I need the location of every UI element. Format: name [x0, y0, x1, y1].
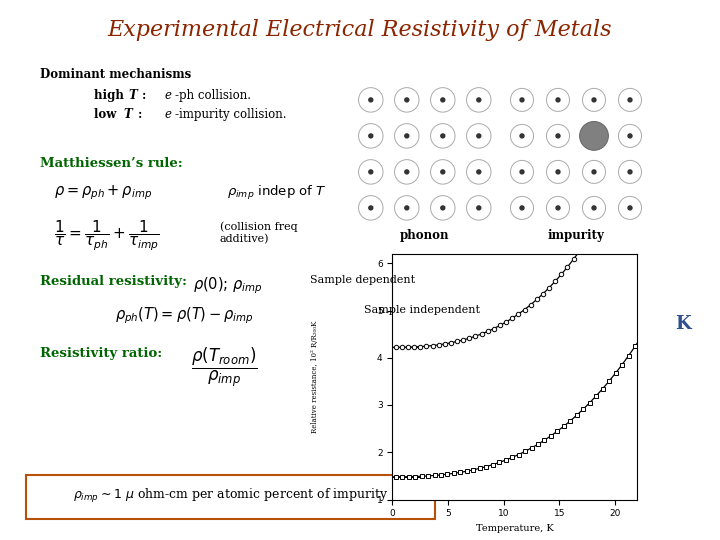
Circle shape: [431, 160, 455, 184]
Circle shape: [441, 170, 445, 174]
Y-axis label: Relative resistance, 10² R/R₂₀₀K: Relative resistance, 10² R/R₂₀₀K: [311, 320, 319, 433]
Text: :: :: [138, 108, 154, 121]
Circle shape: [431, 87, 455, 112]
Circle shape: [520, 170, 524, 174]
Text: T: T: [128, 89, 137, 102]
Circle shape: [618, 160, 642, 184]
Circle shape: [369, 98, 373, 102]
Circle shape: [546, 160, 570, 184]
Circle shape: [618, 124, 642, 147]
Text: low: low: [94, 108, 120, 121]
Circle shape: [477, 206, 481, 210]
Text: e: e: [164, 108, 171, 121]
Circle shape: [405, 98, 409, 102]
Text: :: :: [142, 89, 158, 102]
Circle shape: [405, 134, 409, 138]
Text: high: high: [94, 89, 127, 102]
Circle shape: [628, 98, 632, 102]
Circle shape: [369, 170, 373, 174]
Circle shape: [441, 206, 445, 210]
Circle shape: [369, 134, 373, 138]
Circle shape: [467, 124, 491, 148]
Circle shape: [546, 89, 570, 111]
Text: (collision freq
additive): (collision freq additive): [220, 221, 297, 244]
Text: Experimental Electrical Resistivity of Metals: Experimental Electrical Resistivity of M…: [108, 19, 612, 41]
Circle shape: [618, 197, 642, 219]
Circle shape: [477, 170, 481, 174]
Circle shape: [395, 195, 419, 220]
Circle shape: [628, 134, 632, 138]
Text: e: e: [164, 89, 171, 102]
Circle shape: [510, 89, 534, 111]
Text: $\dfrac{\rho(T_{room})}{\rho_{imp}}$: $\dfrac{\rho(T_{room})}{\rho_{imp}}$: [191, 346, 257, 389]
Circle shape: [582, 197, 606, 219]
Text: phonon: phonon: [400, 228, 449, 242]
Text: $\rho_{ph}(T) = \rho(T) - \rho_{imp}$: $\rho_{ph}(T) = \rho(T) - \rho_{imp}$: [115, 305, 254, 326]
Circle shape: [582, 160, 606, 184]
Text: K: K: [675, 315, 690, 333]
Circle shape: [467, 87, 491, 112]
Text: -ph collision.: -ph collision.: [175, 89, 251, 102]
Circle shape: [477, 134, 481, 138]
Circle shape: [467, 195, 491, 220]
Circle shape: [582, 89, 606, 111]
Circle shape: [628, 206, 632, 210]
Circle shape: [520, 98, 524, 102]
Circle shape: [592, 170, 596, 174]
Text: Residual resistivity:: Residual resistivity:: [40, 275, 186, 288]
Circle shape: [441, 98, 445, 102]
Circle shape: [405, 206, 409, 210]
Circle shape: [520, 206, 524, 210]
Text: $\dfrac{1}{\tau} = \dfrac{1}{\tau_{ph}} + \dfrac{1}{\tau_{imp}}$: $\dfrac{1}{\tau} = \dfrac{1}{\tau_{ph}} …: [54, 219, 160, 253]
Circle shape: [556, 98, 560, 102]
Circle shape: [580, 122, 608, 150]
Circle shape: [369, 206, 373, 210]
Text: $\rho_{imp}$ indep of $T$: $\rho_{imp}$ indep of $T$: [227, 184, 326, 201]
Circle shape: [510, 197, 534, 219]
Text: Sample independent: Sample independent: [364, 305, 480, 315]
Circle shape: [556, 206, 560, 210]
FancyBboxPatch shape: [26, 475, 435, 518]
Circle shape: [628, 170, 632, 174]
Circle shape: [546, 124, 570, 147]
Circle shape: [467, 160, 491, 184]
Text: T: T: [124, 108, 132, 121]
Text: Matthiessen’s rule:: Matthiessen’s rule:: [40, 157, 182, 170]
Circle shape: [359, 195, 383, 220]
Text: -impurity collision.: -impurity collision.: [175, 108, 287, 121]
Circle shape: [510, 160, 534, 184]
Text: Dominant mechanisms: Dominant mechanisms: [40, 68, 191, 80]
Circle shape: [395, 124, 419, 148]
Circle shape: [359, 87, 383, 112]
Text: impurity: impurity: [548, 228, 604, 242]
Circle shape: [520, 134, 524, 138]
Circle shape: [556, 170, 560, 174]
Circle shape: [441, 134, 445, 138]
Text: $\rho = \rho_{ph} + \rho_{imp}$: $\rho = \rho_{ph} + \rho_{imp}$: [54, 184, 152, 202]
Circle shape: [510, 124, 534, 147]
Circle shape: [592, 206, 596, 210]
Circle shape: [618, 89, 642, 111]
Circle shape: [592, 98, 596, 102]
Circle shape: [359, 160, 383, 184]
Circle shape: [556, 134, 560, 138]
Circle shape: [395, 87, 419, 112]
X-axis label: Temperature, K: Temperature, K: [476, 524, 554, 533]
Circle shape: [359, 124, 383, 148]
Circle shape: [395, 160, 419, 184]
Circle shape: [546, 197, 570, 219]
Circle shape: [431, 195, 455, 220]
Text: Resistivity ratio:: Resistivity ratio:: [40, 347, 162, 360]
Text: $\rho_{imp} \sim 1\ \mu$ ohm-cm per atomic percent of impurity: $\rho_{imp} \sim 1\ \mu$ ohm-cm per atom…: [73, 487, 388, 505]
Text: Sample dependent: Sample dependent: [310, 275, 415, 286]
Circle shape: [477, 98, 481, 102]
Circle shape: [405, 170, 409, 174]
Text: $\rho(0)$; $\rho_{imp}$: $\rho(0)$; $\rho_{imp}$: [193, 275, 263, 296]
Circle shape: [431, 124, 455, 148]
